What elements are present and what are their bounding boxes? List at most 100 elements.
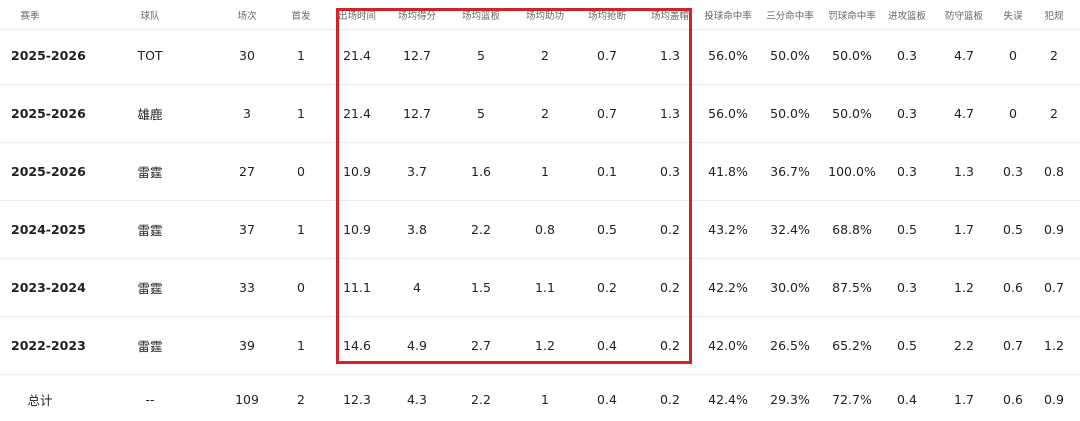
fouls-cell: 0.8 [1044,164,1064,179]
def-reb-cell: 1.7 [954,222,974,237]
starts-cell: 1 [297,48,305,63]
three-pct-cell: 50.0% [770,106,810,121]
ft-pct-cell: 68.8% [832,222,872,237]
games-cell: 3 [243,106,251,121]
points-cell: 3.8 [407,222,427,237]
steals-cell: 场均抢断 [587,10,626,22]
off-reb-cell: 0.4 [897,392,917,407]
games-cell: 109 [235,392,259,407]
table-total-row: 总计 -- 109 2 12.3 4.3 2.2 1 0.4 0.2 42.4% 29.3% 72.7%… [0,378,1080,421]
def-reb-cell: 1.2 [954,280,974,295]
turnovers-cell: 0.7 [1003,338,1023,353]
minutes-cell: 10.9 [343,164,371,179]
team-cell: 雄鹿 [137,107,163,122]
fg-pct-cell: 56.0% [708,106,748,121]
rebounds-cell: 场均篮板 [461,10,500,22]
assists-cell: 1 [541,392,549,407]
minutes-cell: 21.4 [343,48,371,63]
def-reb-cell: 1.7 [954,392,974,407]
blocks-cell: 0.3 [660,164,680,179]
season-cell: 2022-2023 [11,338,86,353]
three-pct-cell: 三分命中率 [766,10,814,22]
three-pct-cell: 26.5% [770,338,810,353]
points-cell: 12.7 [403,48,431,63]
off-reb-cell: 0.3 [897,106,917,121]
fg-pct-cell: 42.4% [708,392,748,407]
fouls-cell: 0.7 [1044,280,1064,295]
def-reb-cell: 4.7 [954,106,974,121]
steals-cell: 0.7 [597,106,617,121]
def-reb-cell: 防守篮板 [944,10,983,22]
games-cell: 33 [239,280,255,295]
three-pct-cell: 50.0% [770,48,810,63]
off-reb-cell: 进攻篮板 [887,10,926,22]
starts-cell: 0 [297,280,305,295]
points-cell: 4.9 [407,338,427,353]
turnovers-cell: 0 [1009,106,1017,121]
starts-cell: 1 [297,106,305,121]
rebounds-cell: 2.2 [471,392,491,407]
minutes-cell: 11.1 [343,280,371,295]
def-reb-cell: 2.2 [954,338,974,353]
blocks-cell: 场均盖帽 [650,10,689,22]
blocks-cell: 0.2 [660,392,680,407]
fouls-cell: 0.9 [1044,392,1064,407]
blocks-cell: 0.2 [660,222,680,237]
starts-cell: 0 [297,164,305,179]
steals-cell: 0.1 [597,164,617,179]
starts-cell: 首发 [291,10,311,22]
team-cell: 雷霆 [137,165,163,180]
assists-cell: 1.2 [535,338,555,353]
ft-pct-cell: 100.0% [828,164,876,179]
points-cell: 4 [413,280,421,295]
points-cell: 场均得分 [397,10,436,22]
fouls-cell: 2 [1050,48,1058,63]
turnovers-cell: 0 [1009,48,1017,63]
blocks-cell: 1.3 [660,48,680,63]
steals-cell: 0.7 [597,48,617,63]
minutes-cell: 10.9 [343,222,371,237]
points-cell: 3.7 [407,164,427,179]
off-reb-cell: 0.5 [897,222,917,237]
turnovers-cell: 0.5 [1003,222,1023,237]
rebounds-cell: 5 [477,106,485,121]
rebounds-cell: 2.7 [471,338,491,353]
steals-cell: 0.2 [597,280,617,295]
table-row: 2025-2026 雷霆 27 0 10.9 3.7 1.6 1 0.1 0.3 41.8% 36.7… [0,143,1080,201]
points-cell: 12.7 [403,106,431,121]
rebounds-cell: 1.6 [471,164,491,179]
turnovers-cell: 0.3 [1003,164,1023,179]
ft-pct-cell: 50.0% [832,106,872,121]
team-cell: 雷霆 [137,223,163,238]
fg-pct-cell: 41.8% [708,164,748,179]
table-row: 2025-2026 雄鹿 3 1 21.4 12.7 5 2 0.7 1.3 56.0% 50.0% 5… [0,85,1080,143]
ft-pct-cell: 72.7% [832,392,872,407]
starts-cell: 1 [297,338,305,353]
turnovers-cell: 失误 [1003,10,1023,22]
off-reb-cell: 0.3 [897,48,917,63]
minutes-cell: 21.4 [343,106,371,121]
rebounds-cell: 1.5 [471,280,491,295]
assists-cell: 2 [541,106,549,121]
three-pct-cell: 36.7% [770,164,810,179]
table-row: 2025-2026 TOT 30 1 21.4 12.7 5 2 0.7 1.3 56.0% 50.0… [0,27,1080,85]
steals-cell: 0.5 [597,222,617,237]
steals-cell: 0.4 [597,392,617,407]
minutes-cell: 出场时间 [337,10,376,22]
fouls-cell: 0.9 [1044,222,1064,237]
assists-cell: 1 [541,164,549,179]
table-row: 2024-2025 雷霆 37 1 10.9 3.8 2.2 0.8 0.5 0.2 43.2% 32… [0,201,1080,259]
three-pct-cell: 29.3% [770,392,810,407]
season-cell: 2024-2025 [11,222,86,237]
blocks-cell: 1.3 [660,106,680,121]
rebounds-cell: 2.2 [471,222,491,237]
season-cell: 2023-2024 [11,280,86,295]
team-cell: TOT [137,48,163,63]
team-cell: 雷霆 [137,281,163,296]
starts-cell: 2 [297,392,305,407]
fg-pct-cell: 42.2% [708,280,748,295]
blocks-cell: 0.2 [660,338,680,353]
ft-pct-cell: 65.2% [832,338,872,353]
minutes-cell: 14.6 [343,338,371,353]
season-cell: 2025-2026 [11,48,86,63]
